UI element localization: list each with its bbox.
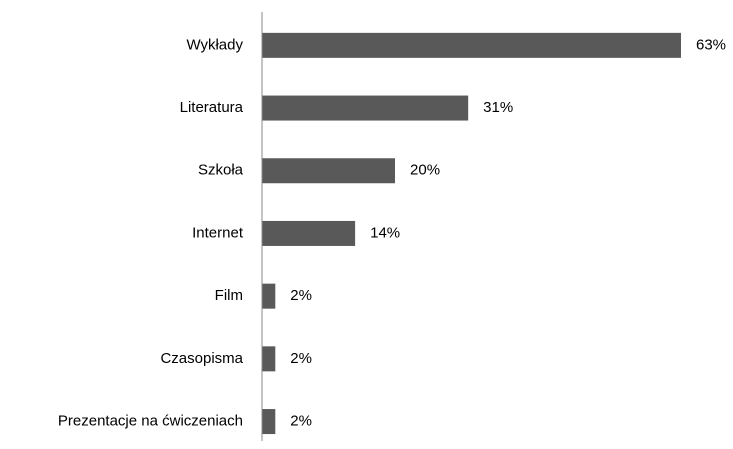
category-label: Literatura: [180, 99, 244, 116]
category-label: Czasopisma: [160, 350, 243, 367]
bar: [262, 158, 396, 184]
value-label: 2%: [290, 350, 312, 367]
value-label: 2%: [290, 287, 312, 304]
value-label: 31%: [483, 99, 513, 116]
category-label: Internet: [192, 224, 244, 241]
value-label: 14%: [370, 224, 400, 241]
bar: [262, 283, 276, 309]
bar: [262, 95, 469, 121]
bar: [262, 220, 356, 246]
value-label: 63%: [696, 36, 726, 53]
category-label: Film: [215, 287, 243, 304]
category-label: Szkoła: [198, 162, 244, 179]
value-label: 2%: [290, 413, 312, 430]
bar: [262, 32, 681, 58]
category-label: Prezentacje na ćwiczeniach: [58, 413, 243, 430]
bar: [262, 346, 276, 372]
value-label: 20%: [410, 162, 440, 179]
category-label: Wykłady: [186, 36, 243, 53]
bar: [262, 409, 276, 435]
